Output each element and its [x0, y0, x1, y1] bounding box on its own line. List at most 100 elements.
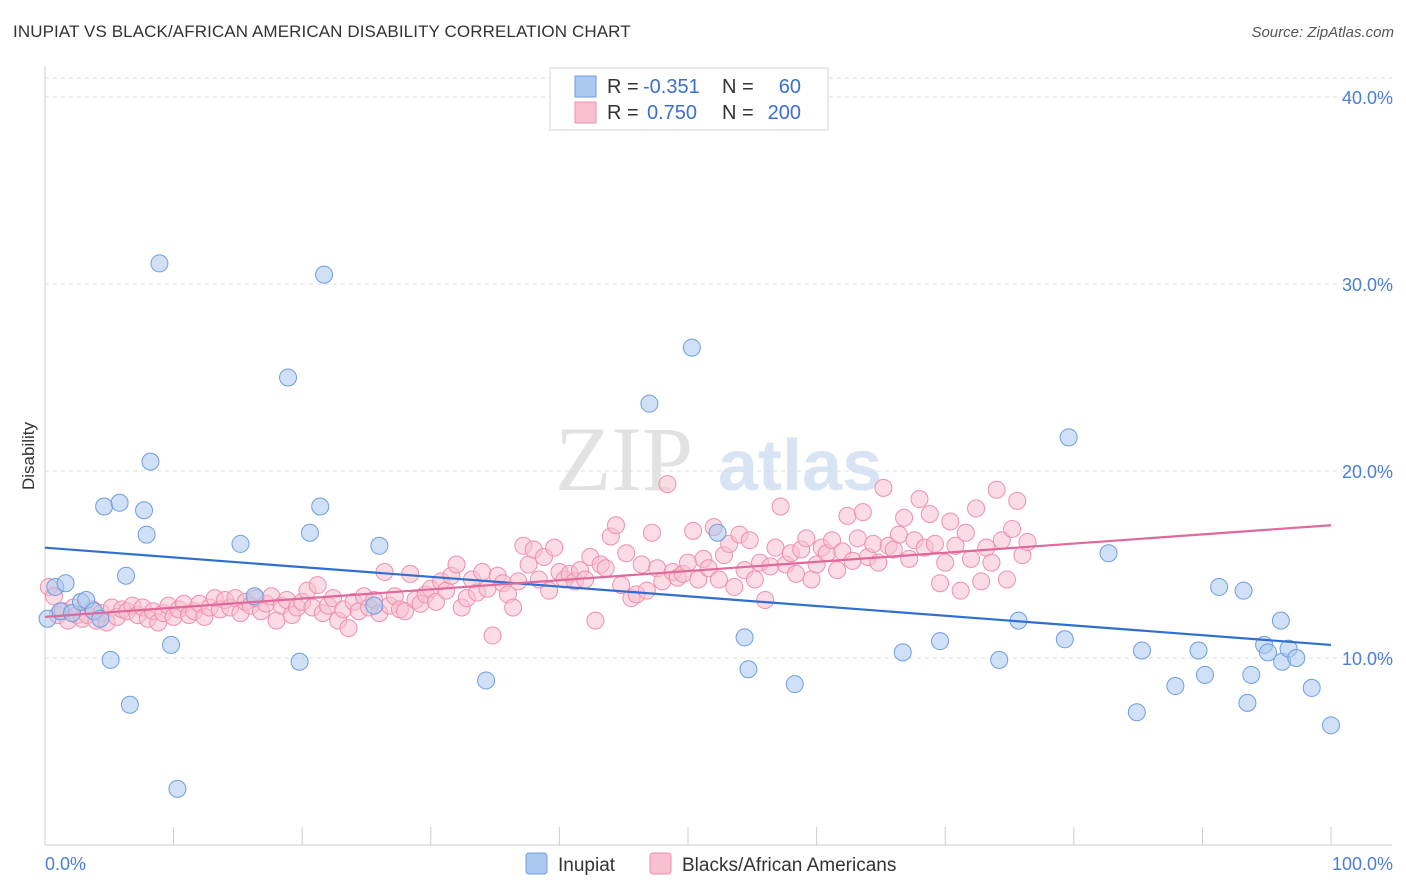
point-black: [642, 523, 661, 542]
point-black: [910, 490, 929, 509]
point-inupiat: [1242, 665, 1261, 684]
point-black: [828, 561, 847, 580]
point-black: [951, 581, 970, 600]
point-inupiat: [231, 534, 250, 553]
point-black: [853, 503, 872, 522]
point-black: [483, 626, 502, 645]
point-inupiat: [279, 368, 298, 387]
point-black: [797, 529, 816, 548]
point-black: [519, 555, 538, 574]
trend-line-inupiat: [44, 546, 1332, 647]
point-black: [956, 523, 975, 542]
point-black: [941, 512, 960, 531]
source-credit: Source: ZipAtlas.com: [1251, 24, 1394, 41]
y-tick-label: 20.0%: [1342, 462, 1393, 482]
point-black: [787, 564, 806, 583]
legend-swatch-inupiat: [574, 75, 597, 98]
point-black: [1008, 491, 1027, 510]
series-swatch-inupiat: [525, 852, 548, 875]
point-black: [596, 559, 615, 578]
point-inupiat: [162, 635, 181, 654]
point-black: [889, 525, 908, 544]
point-black: [447, 555, 466, 574]
point-inupiat: [110, 493, 129, 512]
point-inupiat: [1271, 611, 1290, 630]
point-black: [1003, 519, 1022, 538]
point-black: [961, 549, 980, 568]
point-black: [509, 572, 528, 591]
point-inupiat: [135, 501, 154, 520]
point-inupiat: [168, 779, 187, 798]
point-inupiat: [682, 338, 701, 357]
point-inupiat: [150, 254, 169, 273]
point-black: [874, 478, 893, 497]
point-black: [920, 505, 939, 524]
point-inupiat: [640, 394, 659, 413]
point-black: [586, 611, 605, 630]
point-inupiat: [990, 650, 1009, 669]
stats-legend: R = -0.351 N = 60 R = 0.750 N = 200: [549, 67, 829, 131]
point-inupiat: [708, 523, 727, 542]
point-black: [997, 570, 1016, 589]
chart-title: INUPIAT VS BLACK/AFRICAN AMERICAN DISABI…: [13, 22, 631, 41]
point-inupiat: [1258, 643, 1277, 662]
point-black: [977, 538, 996, 557]
point-black: [545, 538, 564, 557]
point-inupiat: [1132, 641, 1151, 660]
point-black: [967, 499, 986, 518]
point-black: [725, 577, 744, 596]
point-inupiat: [137, 525, 156, 544]
point-inupiat: [91, 609, 110, 628]
point-inupiat: [1166, 677, 1185, 696]
point-inupiat: [56, 574, 75, 593]
point-inupiat: [1210, 577, 1229, 596]
point-inupiat: [1189, 641, 1208, 660]
legend-r-label: R =: [607, 102, 639, 124]
point-black: [931, 574, 950, 593]
point-black: [658, 475, 677, 494]
point-black: [838, 506, 857, 525]
trend-lines: [44, 524, 1332, 647]
point-black: [802, 570, 821, 589]
point-inupiat: [735, 628, 754, 647]
point-black: [324, 589, 343, 608]
point-black: [972, 572, 991, 591]
point-black: [740, 531, 759, 550]
point-inupiat: [893, 643, 912, 662]
point-black: [339, 619, 358, 638]
point-inupiat: [101, 650, 120, 669]
y-tick-label: 30.0%: [1342, 275, 1393, 295]
point-inupiat: [1099, 544, 1118, 563]
point-inupiat: [1322, 716, 1340, 735]
watermark: ZIP atlas: [555, 408, 882, 510]
watermark-atlas: atlas: [718, 426, 882, 506]
legend-n-label: N =: [722, 76, 754, 98]
point-black: [637, 581, 656, 600]
point-inupiat: [1127, 703, 1146, 722]
point-black: [982, 553, 1001, 572]
y-tick-label: 40.0%: [1342, 88, 1393, 108]
point-inupiat: [315, 265, 334, 284]
legend-r-value: 0.750: [647, 102, 697, 124]
point-black: [900, 549, 919, 568]
legend-r-label: R =: [607, 76, 639, 98]
point-inupiat: [1238, 693, 1257, 712]
point-black: [437, 581, 456, 600]
point-inupiat: [300, 523, 319, 542]
point-inupiat: [120, 695, 139, 714]
legend-r-value: -0.351: [643, 76, 700, 98]
series-label-inupiat: Inupiat: [558, 855, 616, 876]
point-black: [987, 480, 1006, 499]
point-inupiat: [785, 675, 804, 694]
point-black: [504, 598, 523, 617]
point-black: [925, 534, 944, 553]
point-inupiat: [141, 452, 160, 471]
point-inupiat: [477, 671, 496, 690]
point-black: [745, 570, 764, 589]
trend-line-black: [44, 524, 1332, 618]
point-inupiat: [1302, 678, 1321, 697]
y-axis-title: Disability: [19, 421, 38, 490]
legend-n-value: 60: [779, 76, 801, 98]
point-black: [396, 602, 415, 621]
point-black: [679, 553, 697, 572]
